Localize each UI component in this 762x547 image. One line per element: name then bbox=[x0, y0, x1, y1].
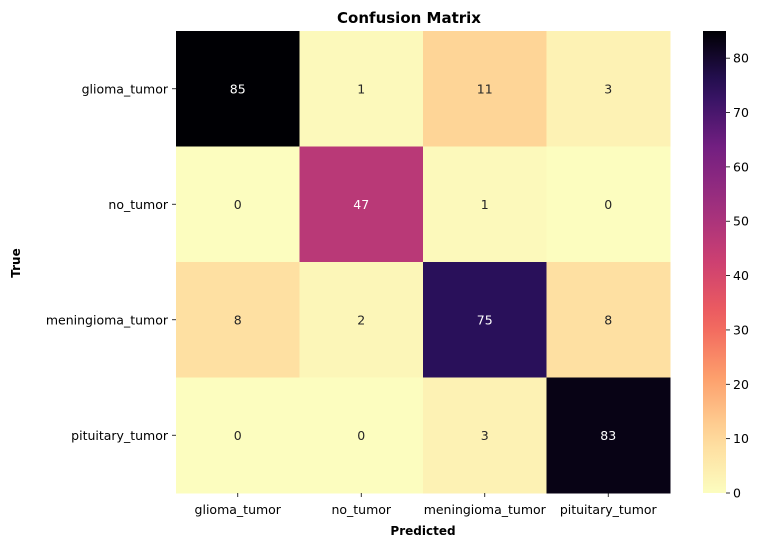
y-tick-label: pituitary_tumor bbox=[71, 428, 169, 443]
y-tick-labels: glioma_tumor no_tumor meningioma_tumorpitu… bbox=[46, 81, 176, 443]
heatmap-cells: 85 1 11 30 47 1 08 2 75 80 0 3 83 bbox=[176, 31, 671, 494]
cell-value-label: 47 bbox=[353, 197, 369, 212]
x-tick-label: meningioma_tumor bbox=[424, 502, 547, 517]
cell-value-label: 1 bbox=[357, 81, 365, 96]
cell-value-label: 2 bbox=[357, 312, 365, 327]
colorbar-tick-label: 40 bbox=[733, 268, 749, 283]
cell-value-label: 83 bbox=[600, 428, 616, 443]
cell-value-label: 1 bbox=[481, 197, 489, 212]
cell-value-label: 85 bbox=[230, 81, 246, 96]
y-tick-label: glioma_tumor bbox=[82, 81, 169, 96]
heatmap-cell bbox=[423, 377, 547, 494]
colorbar: 0 10 20 30 40 50 60 70 80 bbox=[703, 31, 749, 501]
heatmap-cell bbox=[299, 262, 424, 378]
cell-value-label: 0 bbox=[234, 428, 242, 443]
heatmap-cell bbox=[299, 146, 424, 263]
colorbar-tick-label: 30 bbox=[733, 322, 749, 337]
heatmap-cell bbox=[423, 31, 547, 147]
x-tick-label: pituitary_tumor bbox=[560, 502, 658, 517]
colorbar-tick-label: 0 bbox=[733, 486, 741, 501]
heatmap-cell bbox=[176, 377, 300, 494]
cell-value-label: 3 bbox=[481, 428, 489, 443]
x-tick-labels: glioma_tumor no_tumor meningioma_tumor pitu… bbox=[195, 493, 658, 517]
cell-value-label: 11 bbox=[477, 81, 493, 96]
colorbar-tick-label: 10 bbox=[733, 431, 749, 446]
heatmap-cell bbox=[546, 262, 671, 378]
y-axis-label: True bbox=[9, 248, 23, 277]
cell-value-label: 8 bbox=[234, 312, 242, 327]
cell-value-label: 8 bbox=[604, 312, 612, 327]
heatmap-cell bbox=[546, 146, 671, 263]
heatmap-cell bbox=[176, 31, 300, 147]
heatmap-cell bbox=[423, 146, 547, 263]
chart-title: Confusion Matrix bbox=[337, 9, 481, 27]
x-tick-label: no_tumor bbox=[331, 502, 391, 517]
colorbar-gradient bbox=[703, 31, 726, 493]
colorbar-tick-label: 20 bbox=[733, 377, 749, 392]
heatmap-cell bbox=[299, 377, 424, 494]
x-axis-label: Predicted bbox=[390, 524, 455, 538]
x-tick-label: glioma_tumor bbox=[195, 502, 282, 517]
cell-value-label: 0 bbox=[234, 197, 242, 212]
colorbar-tick-label: 60 bbox=[733, 159, 749, 174]
cell-value-label: 0 bbox=[357, 428, 365, 443]
colorbar-tick-label: 50 bbox=[733, 214, 749, 229]
heatmap-cell bbox=[299, 31, 424, 147]
cell-value-label: 3 bbox=[604, 81, 612, 96]
cell-value-label: 0 bbox=[604, 197, 612, 212]
y-tick-label: meningioma_tumor bbox=[46, 312, 169, 327]
heatmap-cell bbox=[423, 262, 547, 378]
heatmap-cell bbox=[176, 262, 300, 378]
heatmap-cell bbox=[546, 377, 671, 494]
cell-value-label: 75 bbox=[477, 312, 493, 327]
heatmap-cell bbox=[176, 146, 300, 263]
y-tick-label: no_tumor bbox=[108, 197, 168, 212]
heatmap-cell bbox=[546, 31, 671, 147]
colorbar-tick-label: 80 bbox=[733, 51, 749, 66]
colorbar-tick-label: 70 bbox=[733, 105, 749, 120]
